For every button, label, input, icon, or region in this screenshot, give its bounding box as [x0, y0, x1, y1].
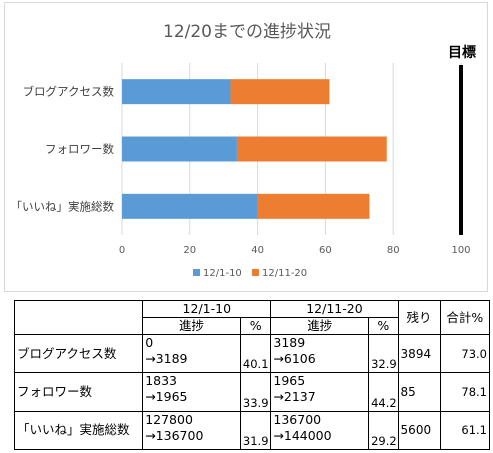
- progress-to: →6106: [273, 351, 316, 367]
- total-percent-cell: 61.1: [439, 410, 491, 451]
- progress-from: 0: [145, 335, 154, 351]
- progress-table: 12/1-10 12/11-20 残り 合計% 進捗 % 進捗 % ブログアクセ…: [13, 299, 491, 451]
- total-percent-cell: 73.0: [439, 334, 491, 374]
- chart-title: 12/20までの進捗状況: [163, 22, 331, 42]
- legend-swatch: [193, 269, 200, 276]
- header-progress-2: 進捗: [270, 317, 370, 336]
- x-tick-label: 100: [451, 245, 470, 256]
- percent-cell: 29.2: [368, 410, 399, 451]
- progress-to: →1965: [145, 389, 188, 405]
- bar-series-1: [122, 136, 237, 162]
- row-label: 「いいね」実施総数: [13, 410, 144, 451]
- progress-from: 136700: [273, 411, 322, 427]
- progress-cell: 136700 →144000: [270, 410, 370, 451]
- category-label: フォロワー数: [45, 142, 114, 156]
- header-period-1: 12/1-10: [142, 299, 272, 319]
- category-label: ブログアクセス数: [23, 85, 115, 99]
- x-tick-label: 20: [183, 245, 196, 256]
- percent-cell: 40.1: [239, 334, 272, 374]
- progress-from: 127800: [145, 411, 193, 427]
- progress-from: 1833: [145, 373, 178, 389]
- header-percent-1: %: [239, 317, 272, 336]
- header-percent-2: %: [368, 317, 399, 336]
- remaining-cell: 85: [397, 372, 441, 412]
- x-tick-labels: 0 20 40 60 80 100: [119, 245, 471, 256]
- progress-cell: 0 →3189: [142, 334, 241, 374]
- progress-to: →2137: [273, 389, 316, 405]
- table-row: ブログアクセス数 0 →3189 40.1 3189 →6106 32.9 38…: [13, 334, 491, 374]
- progress-from: 3189: [273, 335, 306, 351]
- legend-swatch: [252, 269, 259, 276]
- progress-cell: 127800 →136700: [142, 410, 241, 451]
- table-header-row-1: 12/1-10 12/11-20 残り 合計%: [13, 299, 491, 336]
- legend-label: 12/11-20: [262, 268, 307, 279]
- header-total-percent: 合計%: [439, 299, 491, 336]
- x-tick-label: 60: [319, 245, 332, 256]
- progress-from: 1965: [273, 373, 306, 389]
- percent-cell: 33.9: [239, 372, 272, 412]
- percent-cell: 31.9: [239, 410, 272, 451]
- chart-area: 12/20までの進捗状況 ブログアクセス数フォロワー数「いいね」実施総数 0 20…: [4, 2, 488, 292]
- target: 目標: [448, 44, 476, 235]
- target-label: 目標: [448, 44, 476, 61]
- progress-to: →3189: [145, 351, 188, 367]
- remaining-cell: 3894: [397, 334, 441, 374]
- bar-series-2: [257, 193, 370, 219]
- legend-label: 12/1-10: [203, 268, 242, 279]
- progress-cell: 1833 →1965: [142, 372, 241, 412]
- remaining-cell: 5600: [397, 410, 441, 451]
- x-tick-label: 80: [387, 245, 400, 256]
- progress-to: →136700: [145, 427, 204, 443]
- percent-cell: 32.9: [368, 334, 399, 374]
- header-period-2: 12/11-20: [270, 299, 399, 319]
- bar-series-1: [122, 193, 258, 219]
- header-progress-1: 進捗: [142, 317, 241, 336]
- bar-series-2: [230, 79, 330, 105]
- bar-series-2: [236, 136, 387, 162]
- x-tick-label: 0: [119, 245, 125, 256]
- progress-cell: 1965 →2137: [270, 372, 370, 412]
- progress-cell: 3189 →6106: [270, 334, 370, 374]
- header-blank-cell: [13, 299, 144, 336]
- percent-cell: 44.2: [368, 372, 399, 412]
- category-label: 「いいね」実施総数: [11, 199, 115, 213]
- header-remaining: 残り: [397, 299, 441, 336]
- table-row: フォロワー数 1833 →1965 33.9 1965 →2137 44.2 8…: [13, 372, 491, 412]
- total-percent-cell: 78.1: [439, 372, 491, 412]
- x-tick-label: 40: [251, 245, 264, 256]
- bars: [122, 79, 387, 219]
- progress-to: →144000: [273, 427, 332, 443]
- table-row: 「いいね」実施総数 127800 →136700 31.9 136700 →14…: [13, 410, 491, 451]
- row-label: フォロワー数: [13, 372, 144, 412]
- legend: 12/1-10 12/11-20: [193, 268, 307, 279]
- row-label: ブログアクセス数: [13, 334, 144, 374]
- bar-series-1: [122, 79, 231, 105]
